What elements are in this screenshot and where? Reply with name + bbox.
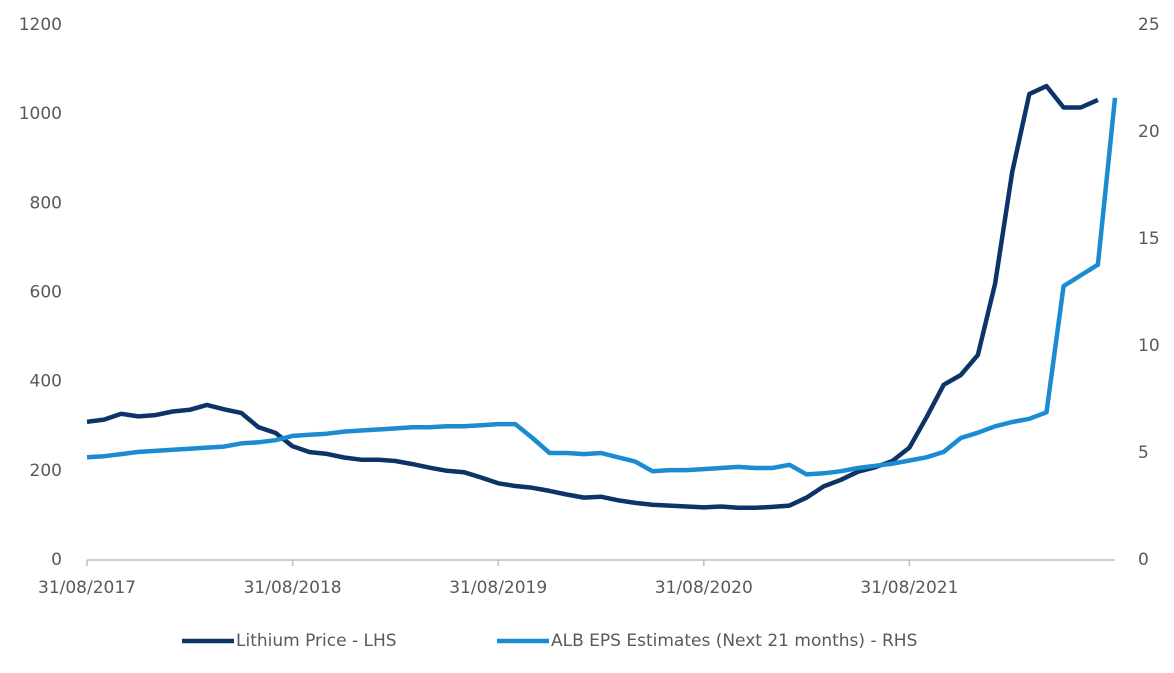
series-line xyxy=(86,83,1099,511)
y-tick-label: 1000 xyxy=(19,104,62,124)
y2-tick-label: 20 xyxy=(1138,122,1160,142)
legend-label: ALB EPS Estimates (Next 21 months) - RHS xyxy=(551,631,917,651)
x-tick-label: 31/08/2020 xyxy=(655,578,753,598)
y2-tick-label: 10 xyxy=(1138,336,1160,356)
y-tick-label: 800 xyxy=(30,193,62,213)
x-tick-label: 31/08/2019 xyxy=(449,578,547,598)
y-tick-label: 200 xyxy=(30,461,62,481)
y-tick-label: 0 xyxy=(51,550,62,570)
y2-tick-label: 25 xyxy=(1138,15,1160,35)
y2-tick-label: 15 xyxy=(1138,229,1160,249)
y-tick-label: 400 xyxy=(30,372,62,392)
y2-tick-label: 5 xyxy=(1138,443,1149,463)
y2-tick-label: 0 xyxy=(1138,550,1149,570)
y-tick-label: 1200 xyxy=(19,15,62,35)
series-line xyxy=(86,97,1118,477)
legend-label: Lithium Price - LHS xyxy=(236,631,397,651)
x-tick-label: 31/08/2017 xyxy=(38,578,136,598)
x-tick-label: 31/08/2018 xyxy=(244,578,342,598)
y-tick-label: 600 xyxy=(30,283,62,303)
x-tick-label: 31/08/2021 xyxy=(860,578,958,598)
